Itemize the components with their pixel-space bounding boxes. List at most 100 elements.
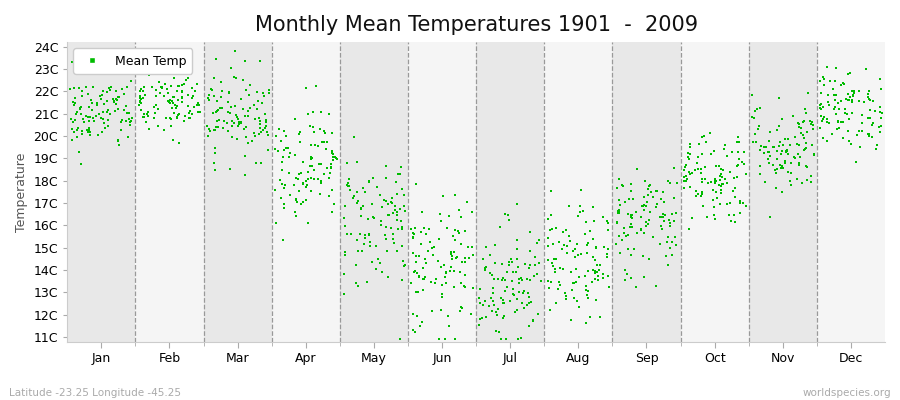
Point <box>447 236 462 243</box>
Point <box>386 231 400 237</box>
Point <box>165 98 179 104</box>
Point <box>158 93 172 100</box>
Point <box>816 74 831 80</box>
Point <box>763 129 778 135</box>
Point <box>781 136 796 142</box>
Point <box>178 70 193 76</box>
Point <box>728 194 742 201</box>
Point <box>861 91 876 97</box>
Point <box>324 165 338 171</box>
Point <box>221 99 236 105</box>
Point <box>86 107 100 114</box>
Point <box>101 116 115 123</box>
Point <box>842 97 856 103</box>
Point <box>250 98 265 104</box>
Point <box>500 269 515 275</box>
Point <box>706 187 720 193</box>
Point <box>780 147 795 154</box>
Point <box>326 151 340 157</box>
Point <box>484 295 499 301</box>
Point <box>546 262 561 269</box>
Point <box>119 117 133 124</box>
Point <box>76 116 90 122</box>
Point <box>531 310 545 317</box>
Point <box>222 110 237 116</box>
Point <box>541 278 555 284</box>
Point <box>176 71 190 78</box>
Point <box>814 113 828 120</box>
Point <box>354 213 368 220</box>
Point <box>253 160 267 166</box>
Point <box>509 237 524 243</box>
Point <box>474 315 489 322</box>
Point <box>67 128 81 135</box>
Point <box>483 252 498 258</box>
Point <box>308 142 322 148</box>
Point <box>549 256 563 262</box>
Point <box>703 129 717 136</box>
Point <box>558 296 572 302</box>
Point <box>774 151 788 157</box>
Point <box>616 183 631 190</box>
Point <box>458 227 473 234</box>
Point <box>394 276 409 283</box>
Point <box>609 219 624 225</box>
Point <box>789 176 804 182</box>
Point <box>563 268 578 275</box>
Point <box>766 144 780 150</box>
Point <box>209 109 223 115</box>
Point <box>845 97 859 103</box>
Point <box>509 296 524 302</box>
Point <box>600 254 615 260</box>
Point <box>493 224 508 230</box>
Point <box>408 329 422 336</box>
Point <box>464 209 479 216</box>
Point <box>175 95 189 101</box>
Point <box>179 77 194 84</box>
Point <box>566 279 580 286</box>
Point <box>762 153 777 160</box>
Point <box>749 139 763 146</box>
Point <box>188 88 202 94</box>
Point <box>414 241 428 247</box>
Point <box>252 115 266 121</box>
Point <box>368 266 382 272</box>
Point <box>120 110 134 116</box>
Point <box>166 100 180 106</box>
Point <box>506 291 520 297</box>
Point <box>873 108 887 115</box>
Point <box>504 256 518 263</box>
Point <box>181 75 195 81</box>
Point <box>373 192 387 198</box>
Point <box>695 151 709 157</box>
Point <box>862 96 877 102</box>
Point <box>409 181 423 187</box>
Point <box>391 226 405 232</box>
Point <box>136 95 150 101</box>
Point <box>677 173 691 180</box>
Point <box>446 268 461 274</box>
Point <box>338 249 352 255</box>
Point <box>212 116 227 123</box>
Point <box>172 140 186 146</box>
Point <box>500 212 515 218</box>
Point <box>231 123 246 130</box>
Point <box>295 181 310 187</box>
Point <box>337 271 351 277</box>
Point <box>282 154 296 160</box>
Point <box>815 104 830 111</box>
Point <box>210 118 224 124</box>
Point <box>394 186 409 192</box>
Point <box>112 138 126 144</box>
Point <box>406 250 420 256</box>
Point <box>642 256 656 262</box>
Point <box>857 99 871 105</box>
Point <box>624 181 638 188</box>
Point <box>805 179 819 185</box>
Point <box>596 275 610 282</box>
Point <box>110 96 124 103</box>
Point <box>552 278 566 285</box>
Point <box>395 243 410 249</box>
Point <box>238 153 252 160</box>
Point <box>813 78 827 84</box>
